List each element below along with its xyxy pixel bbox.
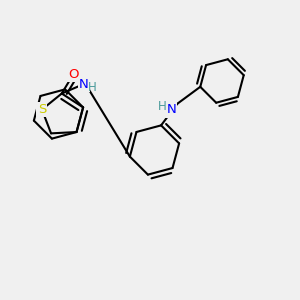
- Text: N: N: [79, 78, 89, 91]
- Text: S: S: [38, 103, 46, 116]
- Text: N: N: [167, 103, 176, 116]
- Text: H: H: [158, 100, 167, 113]
- Text: H: H: [88, 81, 97, 94]
- Text: O: O: [68, 68, 79, 81]
